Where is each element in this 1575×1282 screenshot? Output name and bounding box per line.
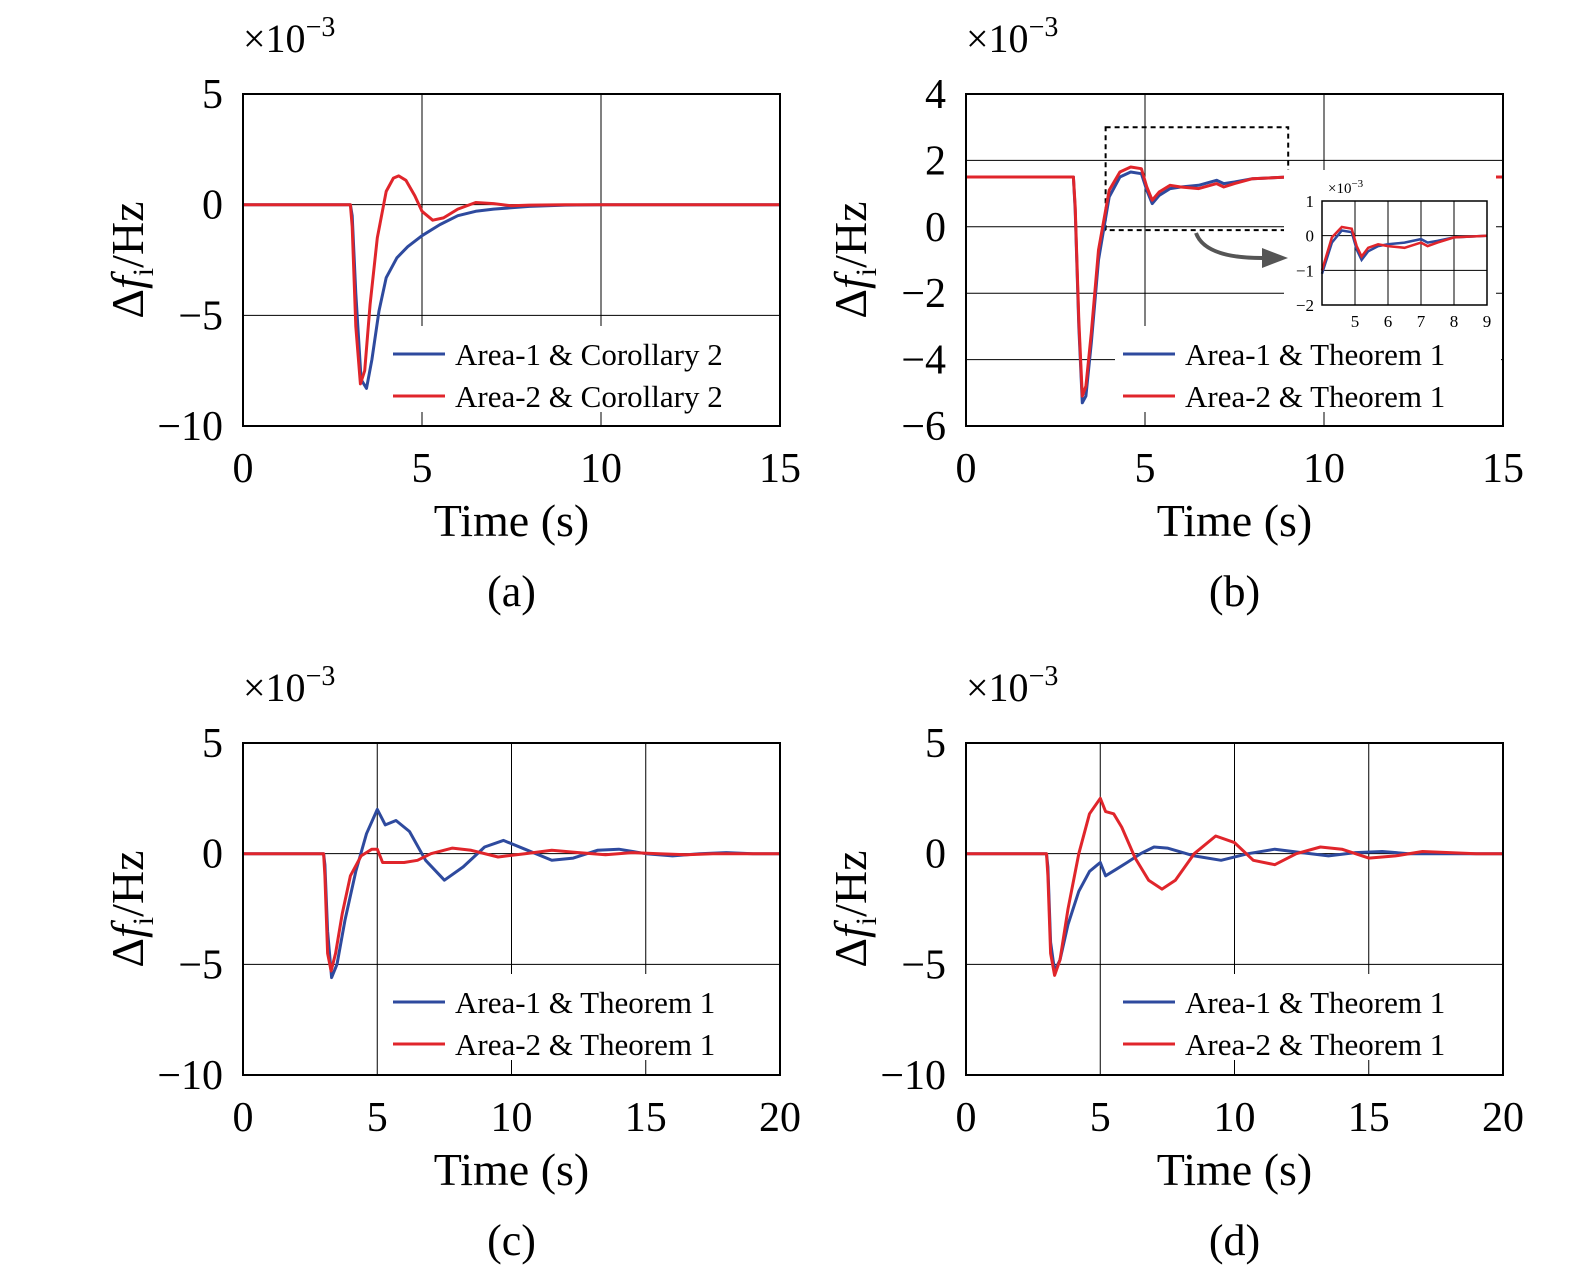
y-axis-label: Δfi/Hz [825,850,883,967]
x-tick-label: 10 [580,446,622,492]
legend-background [1115,326,1501,412]
inset-x-tick-label: 9 [1483,312,1492,331]
axis-scale-label: ×10−3 [243,661,335,710]
y-tick-label: 2 [925,138,946,184]
x-tick-label: 15 [1482,446,1524,492]
y-tick-label: 5 [202,72,223,118]
inset-x-tick-label: 7 [1417,312,1426,331]
x-tick-label: 10 [1303,446,1345,492]
x-tick-label: 5 [412,446,433,492]
inset-y-tick-label: −1 [1296,261,1314,280]
zoom-arrow [1194,232,1263,260]
series-line-area2 [966,165,1503,398]
legend-background [385,326,778,412]
x-tick-label: 15 [625,1095,667,1141]
inset-y-tick-label: −2 [1296,296,1314,315]
legend-entry-label: Area-1 & Corollary 2 [455,337,723,372]
inset-x-tick-label: 6 [1384,312,1393,331]
inset-y-tick-label: 0 [1306,227,1315,246]
legend: Area-1 & Theorem 1 Area-2 & Theorem 1 [1115,326,1501,414]
y-tick-label: −6 [901,404,946,450]
x-axis-label: Time (s) [434,1144,590,1195]
y-tick-label: −10 [880,1053,946,1099]
x-tick-label: 5 [367,1095,388,1141]
legend-entry-label: Area-2 & Corollary 2 [455,379,723,414]
x-tick-label: 20 [759,1095,801,1141]
legend-entry-label: Area-1 & Theorem 1 [455,985,715,1020]
x-tick-label: 10 [1214,1095,1256,1141]
chart-panel-d: 0 5 10 15 20 −10 −5 0 5 Time (s) (d) ×10−3 Δfi/Hz Are… [825,661,1524,1265]
inset-series-line-area2 [1320,225,1488,271]
x-tick-label: 0 [956,1095,977,1141]
x-tick-label: 10 [491,1095,533,1141]
axis-scale-label: ×10−3 [966,661,1058,710]
x-tick-label: 5 [1135,446,1156,492]
y-axis-label: Δfi/Hz [825,201,883,318]
zoom-arrow-head [1262,248,1288,268]
y-tick-label: −2 [901,271,946,317]
legend: Area-1 & Theorem 1 Area-2 & Theorem 1 [385,974,778,1062]
y-tick-label: −5 [901,942,946,988]
y-tick-label: −10 [157,1053,223,1099]
y-tick-label: 0 [925,205,946,251]
plot-frame [242,93,781,427]
legend-entry-label: Area-2 & Theorem 1 [1185,379,1445,414]
plot-frame [242,742,781,1076]
x-axis-label: Time (s) [434,495,590,546]
y-tick-label: 0 [202,183,223,229]
panel-label: (c) [487,1216,536,1265]
x-axis-label: Time (s) [1157,1144,1313,1195]
inset-x-tick-label: 8 [1450,312,1459,331]
y-tick-label: 0 [202,832,223,878]
axis-scale-label: ×10−3 [243,12,335,61]
legend-entry-label: Area-2 & Theorem 1 [1185,1027,1445,1062]
legend: Area-1 & Theorem 1 Area-2 & Theorem 1 [1115,974,1501,1062]
y-tick-label: 5 [925,721,946,767]
x-tick-label: 0 [233,446,254,492]
inset-x-tick-label: 5 [1351,312,1360,331]
inset-background [1284,170,1496,326]
panel-label: (d) [1209,1216,1260,1265]
inset-series-line-area1 [1320,229,1488,275]
y-tick-label: −5 [178,293,223,339]
y-axis-label: Δfi/Hz [102,201,160,318]
x-tick-label: 0 [956,446,977,492]
x-tick-label: 5 [1090,1095,1111,1141]
plot-frame [965,742,1504,1076]
series-line-area2 [243,846,780,973]
series-line-area2 [243,174,780,386]
legend-entry-label: Area-2 & Theorem 1 [455,1027,715,1062]
y-axis-label: Δfi/Hz [102,850,160,967]
inset-plot: 5 6 7 8 9 −2 −1 0 1 ×10−3 [1284,170,1496,331]
axis-scale-label: ×10−3 [966,12,1058,61]
plot-frame [965,93,1504,427]
legend-entry-label: Area-1 & Theorem 1 [1185,337,1445,372]
panel-label: (a) [487,567,536,616]
legend-entry-label: Area-1 & Theorem 1 [1185,985,1445,1020]
x-tick-label: 15 [1348,1095,1390,1141]
y-tick-label: 0 [925,832,946,878]
x-tick-label: 20 [1482,1095,1524,1141]
legend: Area-1 & Corollary 2 Area-2 & Corollary 2 [385,326,778,414]
x-tick-label: 15 [759,446,801,492]
inset-scale-label: ×10−3 [1328,178,1364,197]
y-tick-label: −10 [157,404,223,450]
legend-background [1115,974,1501,1060]
y-tick-label: −5 [178,942,223,988]
inset-frame [1321,200,1488,306]
panel-label: (b) [1209,567,1260,616]
series-line-area2 [966,796,1503,977]
x-axis-label: Time (s) [1157,495,1313,546]
y-tick-label: 5 [202,721,223,767]
chart-panel-c: 0 5 10 15 20 −10 −5 0 5 Time (s) (c) ×10−3 Δfi/Hz Are… [102,661,801,1265]
y-tick-label: 4 [925,72,946,118]
x-tick-label: 0 [233,1095,254,1141]
inset-y-tick-label: 1 [1306,192,1315,211]
y-tick-label: −4 [901,338,946,384]
legend-background [385,974,778,1060]
